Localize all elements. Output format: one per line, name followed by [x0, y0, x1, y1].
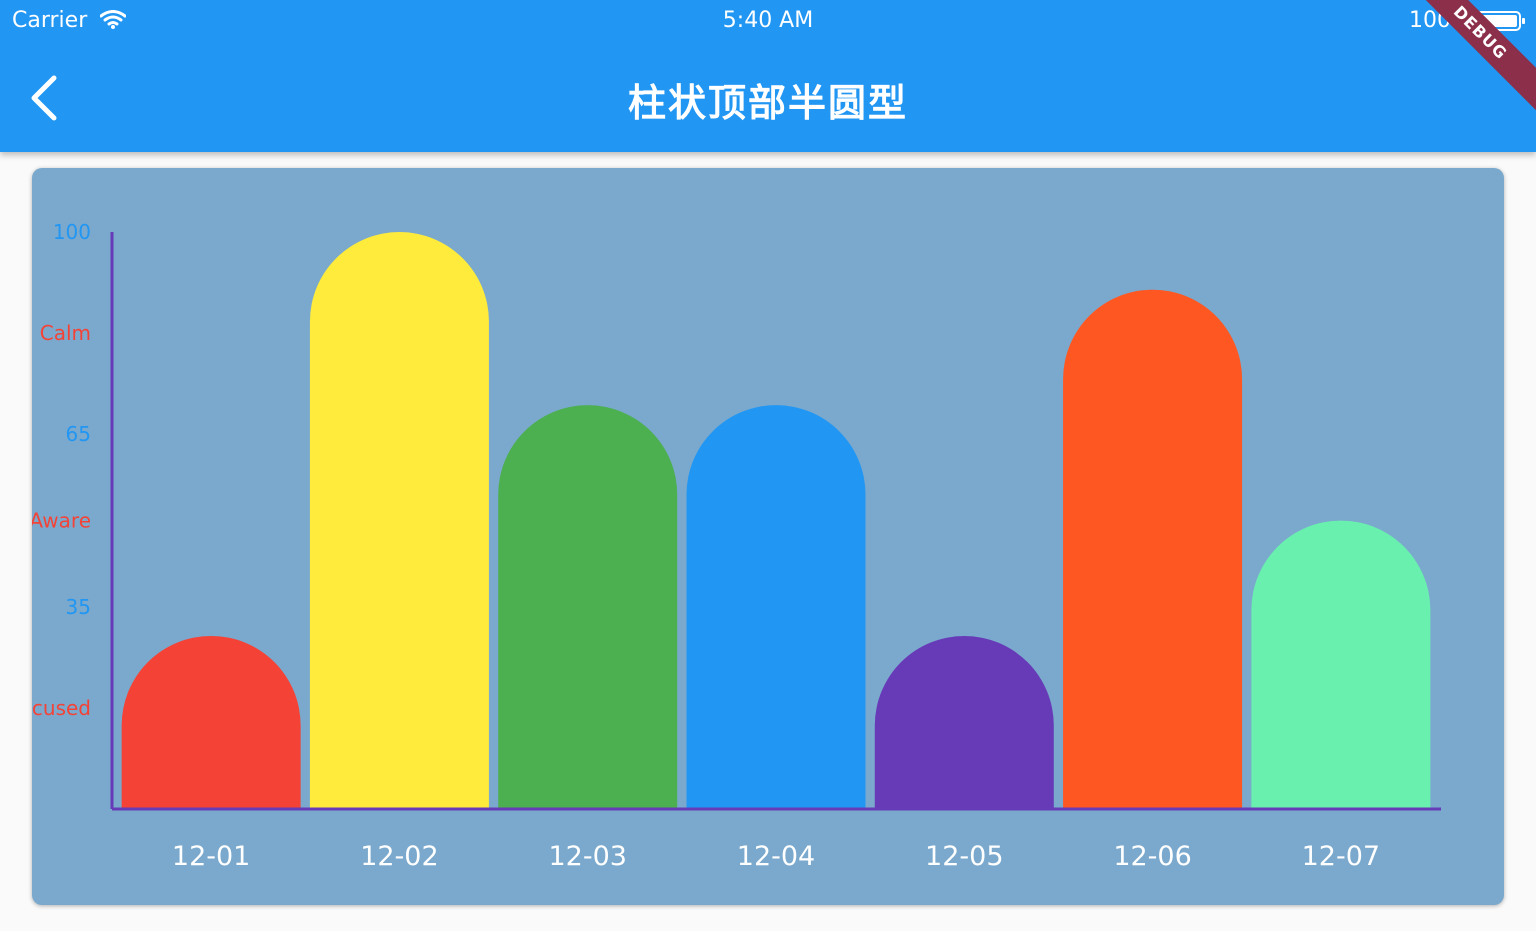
- bar-12-02: [309, 232, 489, 809]
- chart-card: 12-01 12-02 12-03 12-04 12-05 12-06 12-07 100 Ca…: [32, 168, 1504, 905]
- bar-12-03: [498, 405, 678, 809]
- back-button[interactable]: [20, 70, 70, 126]
- bar-12-01: [121, 635, 301, 809]
- y-tick-label: Calm: [40, 321, 91, 345]
- x-tick-label: 12-06: [1113, 841, 1191, 872]
- y-tick-label: 65: [66, 422, 91, 446]
- x-tick-label: 12-04: [737, 841, 815, 872]
- bar-12-06: [1063, 289, 1243, 809]
- chevron-left-icon: [31, 75, 57, 121]
- x-tick-label: 12-05: [925, 841, 1003, 872]
- bar-12-07: [1251, 520, 1431, 809]
- app-bar: Carrier 5:40 AM 100% 柱状顶部半圆型 DEBUG: [0, 0, 1536, 152]
- bar-chart: 12-01 12-02 12-03 12-04 12-05 12-06 12-07 100 Ca…: [32, 220, 1441, 872]
- wifi-icon: [99, 10, 127, 34]
- x-tick-label: 12-02: [360, 841, 438, 872]
- x-tick-label: 12-03: [548, 841, 626, 872]
- page-title: 柱状顶部半圆型: [627, 81, 908, 125]
- status-time: 5:40 AM: [722, 8, 814, 33]
- y-tick-label: Focused: [32, 696, 91, 720]
- y-tick-label: Aware: [32, 509, 91, 533]
- x-tick-label: 12-07: [1302, 841, 1380, 872]
- y-tick-label: 100: [53, 220, 91, 244]
- carrier-label: Carrier: [12, 8, 88, 33]
- status-bar: Carrier 5:40 AM 100%: [0, 0, 1536, 42]
- bar-12-04: [686, 405, 866, 809]
- x-tick-label: 12-01: [172, 841, 250, 872]
- bar-12-05: [874, 635, 1054, 809]
- y-tick-label: 35: [66, 595, 91, 619]
